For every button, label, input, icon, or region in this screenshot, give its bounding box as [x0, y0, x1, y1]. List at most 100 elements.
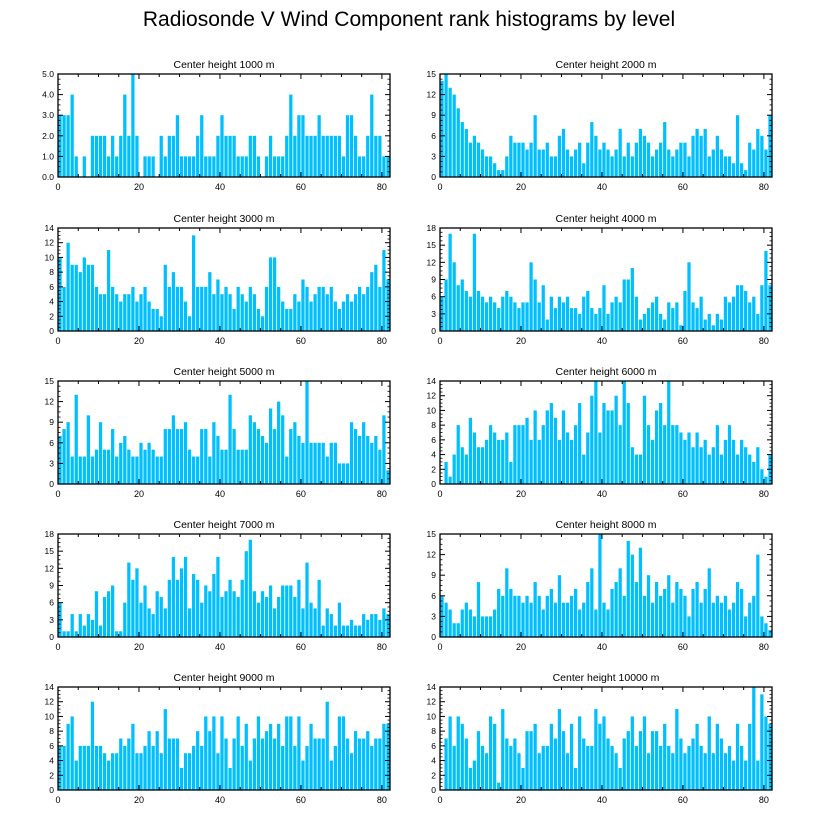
histogram-bar — [240, 745, 244, 790]
y-tick-label: 10 — [427, 405, 437, 415]
histogram-bar — [744, 760, 748, 790]
histogram-bar — [232, 135, 236, 177]
histogram-bar — [679, 432, 683, 484]
histogram-bar — [131, 456, 135, 484]
histogram-bar — [208, 156, 212, 177]
histogram-bar — [582, 738, 586, 790]
histogram-bar — [723, 439, 728, 484]
histogram-bar — [667, 575, 671, 637]
histogram-bar — [187, 316, 192, 331]
histogram-bar — [444, 461, 448, 484]
histogram-bar — [187, 608, 192, 637]
histogram-bar — [62, 631, 66, 637]
histogram-bar — [224, 286, 228, 331]
histogram-bar — [760, 616, 764, 637]
histogram-bar — [183, 156, 188, 177]
histogram-bar — [642, 716, 647, 790]
histogram-bar — [561, 731, 566, 790]
histogram-bar — [378, 135, 382, 177]
histogram-bar — [529, 262, 533, 331]
histogram-bar — [127, 135, 131, 177]
histogram-bar — [642, 313, 647, 331]
histogram-bar — [353, 625, 358, 637]
histogram-bar — [256, 429, 261, 484]
histogram-bar — [228, 767, 232, 790]
histogram-bar — [578, 142, 582, 177]
panel-6: Center height 6000 m 0 20 40 60 80 0 2 4 6 8 10 12 14 — [427, 366, 773, 499]
histogram-bar — [565, 602, 570, 637]
histogram-bar — [626, 731, 630, 790]
y-tick-label: 4 — [49, 297, 54, 307]
histogram-bar — [268, 135, 273, 177]
x-tick-label: 60 — [678, 182, 688, 192]
histogram-bar — [452, 745, 456, 790]
histogram-bar — [115, 456, 119, 484]
histogram-bar — [281, 585, 285, 637]
histogram-bar — [325, 294, 329, 331]
y-tick-label: 9 — [49, 581, 54, 591]
histogram-bar — [370, 272, 374, 331]
histogram-bar — [748, 723, 752, 790]
histogram-bar — [703, 588, 707, 637]
x-tick-label: 20 — [516, 489, 526, 499]
histogram-bar — [533, 723, 537, 790]
histogram-bar — [472, 616, 477, 637]
y-tick-label: 0 — [431, 172, 436, 182]
histogram-bar — [634, 142, 638, 177]
histogram-bar — [699, 745, 703, 790]
histogram-bar — [370, 94, 374, 177]
histogram-bar — [480, 296, 485, 331]
histogram-bar — [630, 156, 634, 177]
histogram-bar — [167, 286, 171, 331]
histogram-bar — [313, 442, 317, 484]
histogram-bar — [289, 429, 293, 484]
histogram-bar — [752, 595, 756, 637]
y-tick-label: 9 — [431, 110, 436, 120]
x-tick-label: 0 — [437, 642, 442, 652]
y-tick-label: 2 — [431, 770, 436, 780]
histogram-bar — [353, 429, 358, 484]
histogram-bar — [679, 588, 683, 637]
histogram-bar — [216, 135, 220, 177]
histogram-bar — [484, 753, 489, 790]
histogram-bar — [606, 410, 610, 484]
histogram-bar — [94, 135, 99, 177]
histogram-bar — [740, 439, 744, 484]
histogram-bar — [594, 313, 598, 331]
panel-title: Center height 4000 m — [556, 213, 657, 225]
histogram-bar — [374, 135, 378, 177]
histogram-bar — [127, 449, 131, 484]
y-tick-label: 12 — [427, 90, 437, 100]
histogram-bar — [707, 716, 711, 790]
histogram-bar — [691, 447, 695, 484]
histogram-bar — [723, 595, 728, 637]
histogram-bar — [679, 325, 683, 331]
histogram-bar — [675, 425, 679, 484]
histogram-bar — [731, 602, 736, 637]
y-tick-label: 6 — [431, 591, 436, 601]
histogram-bar — [127, 562, 131, 637]
x-tick-label: 60 — [296, 182, 306, 192]
histogram-bar — [626, 540, 630, 637]
histogram-bar — [723, 296, 728, 331]
histogram-bar — [602, 285, 606, 331]
x-tick-label: 80 — [377, 489, 387, 499]
histogram-bar — [517, 753, 521, 790]
histogram-bar — [179, 286, 184, 331]
histogram-bar — [374, 264, 378, 331]
histogram-bar — [727, 302, 732, 331]
histogram-bar — [256, 156, 261, 177]
histogram-bar — [663, 319, 667, 331]
histogram-bar — [313, 608, 317, 637]
y-tick-label: 0 — [431, 479, 436, 489]
histogram-bar — [317, 286, 321, 331]
histogram-bar — [74, 394, 78, 484]
histogram-bar — [679, 738, 683, 790]
histogram-bar — [569, 439, 574, 484]
y-tick-label: 1.0 — [42, 151, 54, 161]
histogram-bar — [699, 135, 703, 177]
histogram-bar — [541, 285, 545, 331]
histogram-bar — [537, 302, 541, 331]
histogram-bar — [590, 308, 594, 331]
x-tick-label: 20 — [134, 489, 144, 499]
